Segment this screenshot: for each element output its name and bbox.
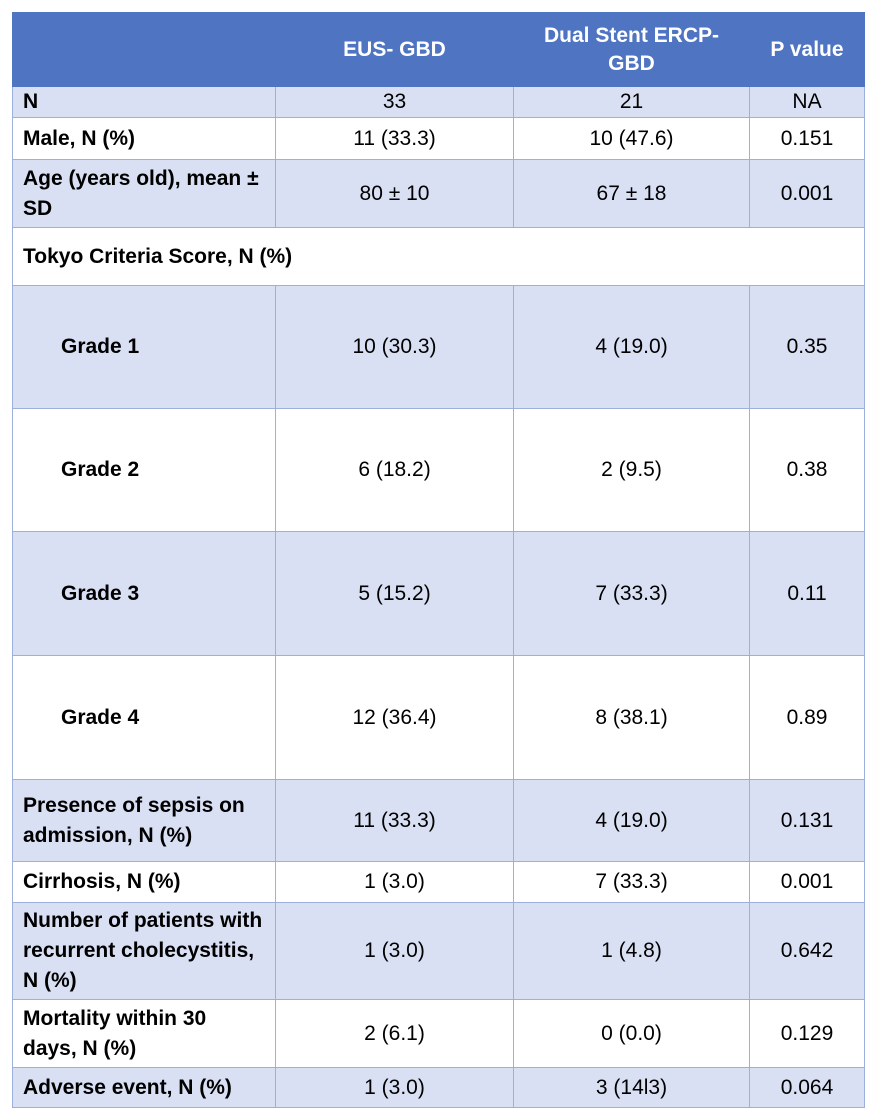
cell-ercp-gbd: 1 (4.8) [513,902,750,1000]
table-row: Cirrhosis, N (%) 1 (3.0) 7 (33.3) 0.001 [12,861,865,903]
row-label: Grade 3 [12,531,276,656]
row-label: Presence of sepsis on admission, N (%) [12,779,276,862]
cell-eus-gbd: 6 (18.2) [275,408,514,532]
cell-p-value: 0.35 [749,285,865,409]
cell-eus-gbd: 5 (15.2) [275,531,514,656]
cell-p-value: 0.151 [749,117,865,160]
cell-eus-gbd: 1 (3.0) [275,861,514,903]
row-label: Grade 1 [12,285,276,409]
cell-p-value: 0.11 [749,531,865,656]
cell-p-value: 0.89 [749,655,865,780]
cell-p-value: 0.131 [749,779,865,862]
cell-ercp-gbd: 4 (19.0) [513,285,750,409]
table-row: Grade 2 6 (18.2) 2 (9.5) 0.38 [12,408,865,532]
row-label: Grade 2 [12,408,276,532]
row-label: Adverse event, N (%) [12,1067,276,1108]
cell-ercp-gbd: 4 (19.0) [513,779,750,862]
table-row: N 33 21 NA [12,86,865,118]
header-blank [12,12,276,87]
table-row: Grade 4 12 (36.4) 8 (38.1) 0.89 [12,655,865,780]
cell-eus-gbd: 11 (33.3) [275,779,514,862]
cell-ercp-gbd: 7 (33.3) [513,861,750,903]
cell-eus-gbd: 10 (30.3) [275,285,514,409]
cell-eus-gbd: 12 (36.4) [275,655,514,780]
cell-ercp-gbd: 67 ± 18 [513,159,750,228]
row-label: Number of patients with recurrent cholec… [12,902,276,1000]
cell-eus-gbd: 2 (6.1) [275,999,514,1068]
cell-p-value: 0.38 [749,408,865,532]
table-row: Mortality within 30 days, N (%) 2 (6.1) … [12,999,865,1068]
cell-ercp-gbd: 10 (47.6) [513,117,750,160]
row-label: Age (years old), mean ± SD [12,159,276,228]
cell-ercp-gbd: 3 (14l3) [513,1067,750,1108]
header-dual-stent-ercp-gbd: Dual Stent ERCP-GBD [513,12,750,87]
table-row: Age (years old), mean ± SD 80 ± 10 67 ± … [12,159,865,228]
table-row: Male, N (%) 11 (33.3) 10 (47.6) 0.151 [12,117,865,160]
section-label-tokyo-criteria: Tokyo Criteria Score, N (%) [12,227,865,286]
row-label: N [12,86,276,118]
table-row: Grade 1 10 (30.3) 4 (19.0) 0.35 [12,285,865,409]
section-row: Tokyo Criteria Score, N (%) [12,227,865,286]
patient-characteristics-table: EUS- GBD Dual Stent ERCP-GBD P value N 3… [12,12,865,1108]
row-label: Grade 4 [12,655,276,780]
table-row: Number of patients with recurrent cholec… [12,902,865,1000]
cell-ercp-gbd: 7 (33.3) [513,531,750,656]
cell-p-value: 0.129 [749,999,865,1068]
header-p-value: P value [749,12,865,87]
cell-eus-gbd: 80 ± 10 [275,159,514,228]
row-label: Mortality within 30 days, N (%) [12,999,276,1068]
cell-ercp-gbd: 8 (38.1) [513,655,750,780]
row-label: Male, N (%) [12,117,276,160]
cell-ercp-gbd: 2 (9.5) [513,408,750,532]
row-label: Cirrhosis, N (%) [12,861,276,903]
cell-eus-gbd: 11 (33.3) [275,117,514,160]
table-header-row: EUS- GBD Dual Stent ERCP-GBD P value [12,12,865,87]
header-eus-gbd: EUS- GBD [275,12,514,87]
cell-eus-gbd: 33 [275,86,514,118]
table-row: Presence of sepsis on admission, N (%) 1… [12,779,865,862]
table-row: Grade 3 5 (15.2) 7 (33.3) 0.11 [12,531,865,656]
cell-eus-gbd: 1 (3.0) [275,902,514,1000]
cell-p-value: 0.064 [749,1067,865,1108]
cell-p-value: 0.001 [749,861,865,903]
cell-eus-gbd: 1 (3.0) [275,1067,514,1108]
cell-p-value: NA [749,86,865,118]
table-row: Adverse event, N (%) 1 (3.0) 3 (14l3) 0.… [12,1067,865,1108]
cell-p-value: 0.642 [749,902,865,1000]
cell-ercp-gbd: 21 [513,86,750,118]
cell-p-value: 0.001 [749,159,865,228]
cell-ercp-gbd: 0 (0.0) [513,999,750,1068]
